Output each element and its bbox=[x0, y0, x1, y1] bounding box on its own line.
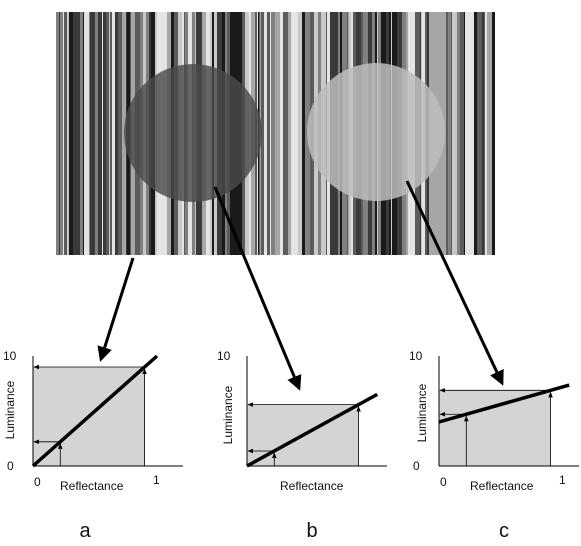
stripe bbox=[109, 12, 110, 255]
stripe bbox=[118, 12, 122, 255]
stripe bbox=[95, 12, 98, 255]
stripe bbox=[59, 12, 60, 255]
stripe bbox=[298, 12, 302, 255]
panel-label: c bbox=[499, 520, 509, 542]
arrow-light-disk-to-c bbox=[405, 180, 504, 386]
graph-a: 10 0 0 1 Reflectance Luminance a bbox=[3, 349, 183, 542]
stripe bbox=[267, 12, 270, 255]
graph-c: 10 0 0 1 Reflectance Luminance c bbox=[409, 349, 579, 542]
stripe bbox=[63, 12, 64, 255]
panel-label: a bbox=[79, 520, 91, 542]
x-tick-0: 0 bbox=[34, 475, 41, 489]
graph-b: 10 Reflectance Luminance b bbox=[217, 349, 387, 542]
stripe bbox=[56, 12, 59, 255]
stripe bbox=[302, 12, 305, 255]
y-axis-label: Luminance bbox=[415, 383, 429, 442]
stripe bbox=[112, 12, 113, 255]
stripe bbox=[67, 12, 69, 255]
x-tick-1: 1 bbox=[559, 473, 566, 487]
stripe bbox=[467, 12, 471, 255]
y-axis-label: Luminance bbox=[3, 380, 17, 439]
shaded-region bbox=[439, 390, 551, 466]
stripe bbox=[83, 12, 84, 255]
stripe bbox=[80, 12, 83, 255]
y-tick-0: 0 bbox=[7, 459, 14, 473]
stripe bbox=[457, 12, 460, 255]
stripe bbox=[264, 12, 267, 255]
stripe bbox=[283, 12, 288, 255]
stripe bbox=[60, 12, 63, 255]
stripe bbox=[291, 12, 295, 255]
stripe bbox=[261, 12, 264, 255]
stripe bbox=[275, 12, 280, 255]
y-tick-0: 0 bbox=[413, 459, 420, 473]
transfer-line bbox=[438, 383, 570, 424]
stripe bbox=[122, 12, 126, 255]
light-disk bbox=[307, 63, 445, 201]
stripe bbox=[110, 12, 112, 255]
stripe bbox=[73, 12, 76, 255]
stripe bbox=[485, 12, 487, 255]
stripe bbox=[482, 12, 484, 255]
transfer-line bbox=[31, 354, 159, 468]
arrow-background-to-a bbox=[97, 257, 135, 362]
stripe bbox=[270, 12, 271, 255]
x-axis-label: Reflectance bbox=[470, 479, 534, 493]
x-axis-label: Reflectance bbox=[60, 479, 124, 493]
striped-stimulus bbox=[56, 12, 495, 255]
x-tick-0: 0 bbox=[440, 475, 447, 489]
stripe bbox=[106, 12, 109, 255]
stripe bbox=[102, 12, 103, 255]
stripe bbox=[477, 12, 482, 255]
x-tick-1: 1 bbox=[153, 473, 160, 487]
stripe bbox=[115, 12, 118, 255]
stripe bbox=[90, 12, 95, 255]
x-axis-label: Reflectance bbox=[280, 479, 344, 493]
stripe bbox=[464, 12, 465, 255]
transfer-line bbox=[246, 392, 379, 468]
stripe bbox=[280, 12, 283, 255]
y-axis-label: Luminance bbox=[221, 385, 235, 444]
stripe bbox=[451, 12, 452, 255]
stripe bbox=[295, 12, 298, 255]
stripe bbox=[465, 12, 467, 255]
stripe bbox=[288, 12, 291, 255]
panel-label: b bbox=[306, 520, 317, 542]
stripe bbox=[448, 12, 451, 255]
stripe bbox=[484, 12, 485, 255]
stripe bbox=[446, 12, 448, 255]
y-tick-10: 10 bbox=[409, 349, 423, 363]
dark-disk bbox=[124, 64, 262, 202]
stripe bbox=[487, 12, 492, 255]
stripe bbox=[98, 12, 102, 255]
stripe bbox=[460, 12, 464, 255]
stripe bbox=[452, 12, 457, 255]
stripe bbox=[492, 12, 495, 255]
stripe bbox=[103, 12, 106, 255]
y-tick-10: 10 bbox=[217, 349, 231, 363]
y-tick-10: 10 bbox=[3, 349, 17, 363]
stripe bbox=[69, 12, 73, 255]
stripe bbox=[84, 12, 89, 255]
stripe bbox=[76, 12, 80, 255]
stripe bbox=[271, 12, 275, 255]
arrow-dark-disk-to-b bbox=[213, 186, 302, 391]
stripe bbox=[474, 12, 477, 255]
stripe bbox=[471, 12, 474, 255]
stripe bbox=[64, 12, 67, 255]
stripe bbox=[113, 12, 115, 255]
stripe bbox=[89, 12, 90, 255]
